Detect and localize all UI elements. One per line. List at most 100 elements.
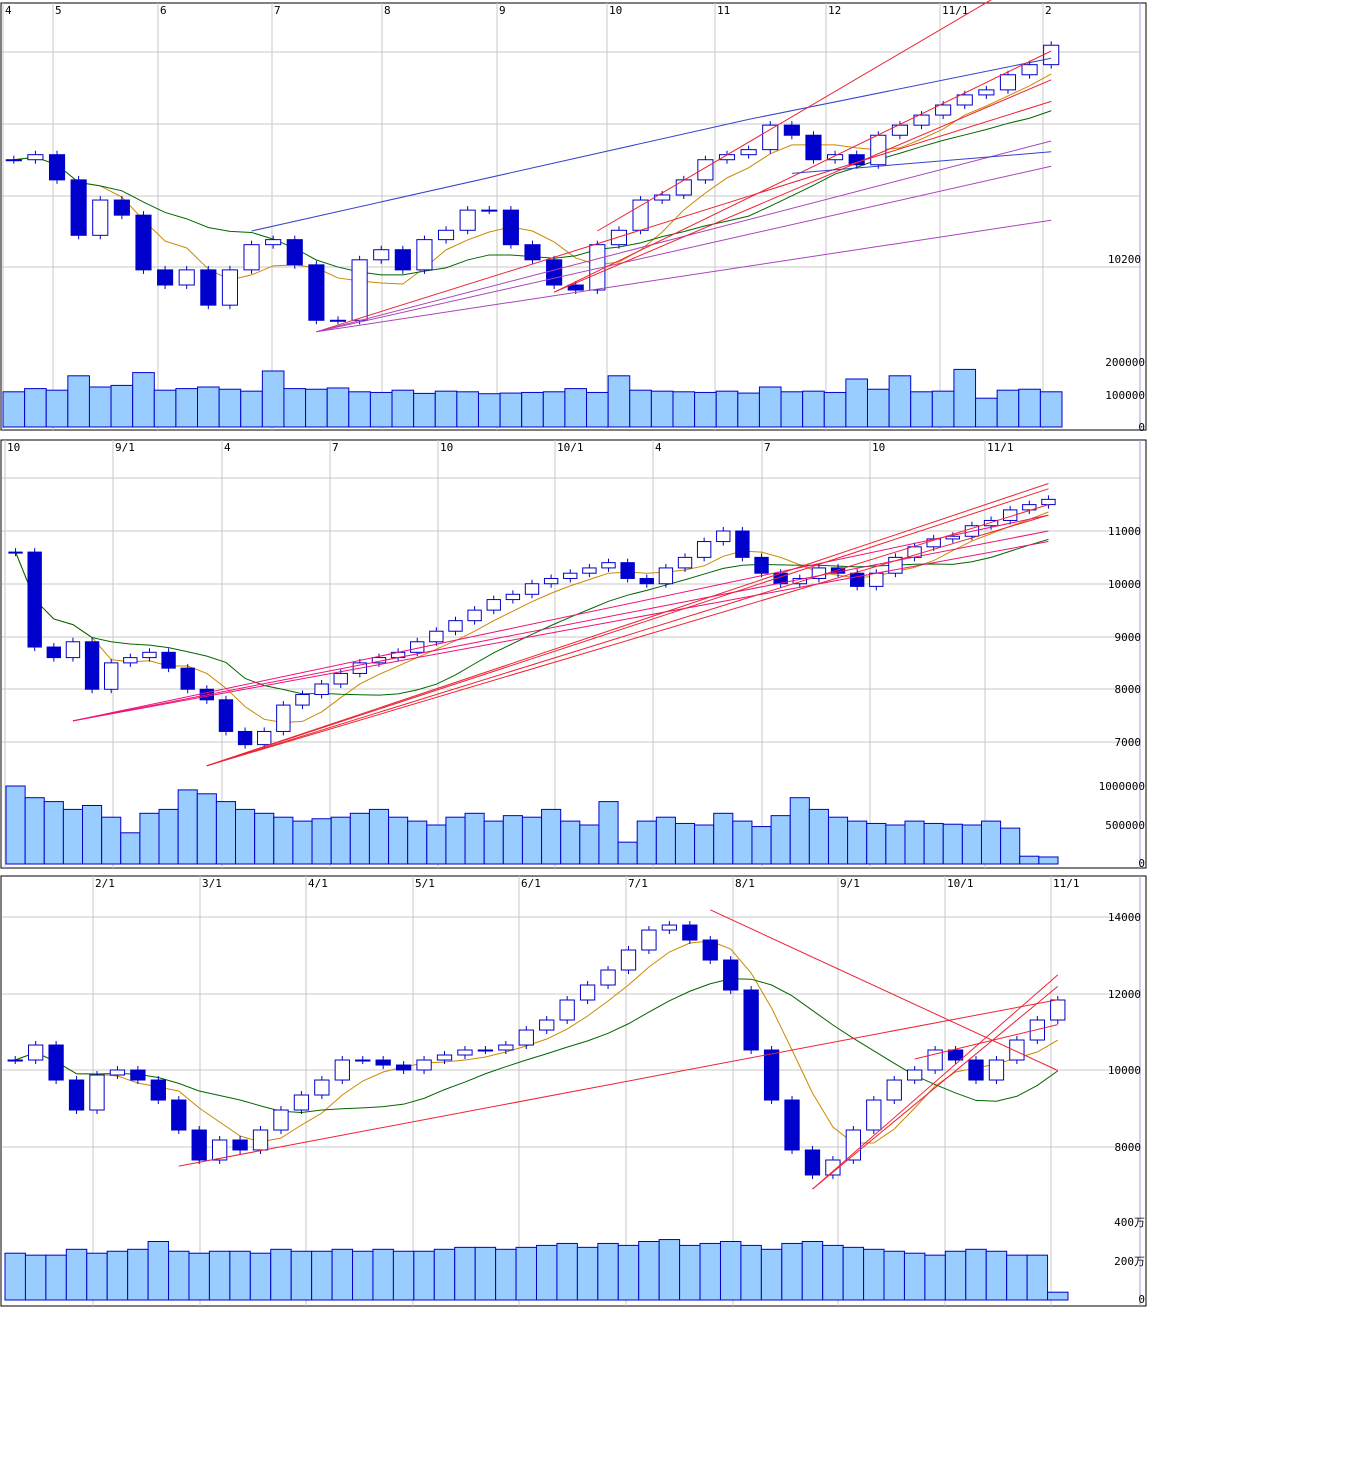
candle-up	[27, 154, 44, 161]
x-tick-label: 7	[332, 441, 339, 454]
candle-down	[947, 1049, 964, 1061]
x-tick-label: 7	[274, 4, 281, 17]
volume-bar	[536, 1244, 558, 1301]
volume-bar	[168, 1250, 190, 1301]
candle-up	[505, 593, 521, 601]
volume-bar	[1000, 827, 1021, 865]
volume-bar	[2, 391, 26, 428]
volume-bar	[235, 808, 256, 865]
volume-bar	[560, 820, 581, 865]
chart-panel-2: 10 9/1 4 7 10 10/1 4 7 10 11/1 11000 10000 9000 8000 7…	[0, 439, 1147, 870]
candle-up	[373, 249, 390, 261]
candle-up	[486, 599, 501, 611]
volume-bar	[564, 388, 588, 428]
candle-up	[600, 969, 616, 986]
trend-line	[553, 50, 1052, 293]
volume-tick-label: 200000	[1105, 356, 1145, 369]
trend-line	[206, 483, 1049, 767]
candle-up	[314, 1079, 330, 1096]
volume-bar	[127, 1248, 149, 1301]
candle-down	[620, 562, 635, 579]
candle-up	[866, 1099, 882, 1131]
volume-bar	[454, 1246, 476, 1301]
candle-up	[221, 269, 238, 306]
volume-bar	[4, 1252, 26, 1301]
volume-bar	[541, 808, 562, 865]
price-tick-label: 10000	[1108, 578, 1141, 591]
candle-up	[459, 209, 476, 231]
candle-up	[252, 1129, 269, 1151]
trend-line	[72, 541, 1049, 722]
candle-up	[696, 541, 712, 558]
candle-up	[295, 694, 310, 706]
candle-down	[157, 269, 174, 286]
volume-bar	[781, 1242, 803, 1301]
candle-down	[567, 284, 584, 291]
volume-bar	[617, 841, 638, 865]
candle-up	[436, 1054, 453, 1061]
candle-up	[675, 179, 692, 196]
volume-bar	[188, 1252, 210, 1301]
volume-bar	[672, 391, 696, 428]
volume-bar	[311, 1250, 333, 1301]
price-tick-label: 10000	[1108, 1064, 1141, 1077]
volume-bar	[1018, 388, 1041, 428]
candle-up	[178, 269, 195, 286]
volume-bar	[45, 1254, 67, 1301]
volume-bar	[521, 816, 543, 865]
volume-bar	[261, 370, 285, 428]
candle-down	[743, 989, 759, 1051]
candle-up	[351, 259, 368, 321]
price-tick-label: 11000	[1108, 525, 1141, 538]
volume-bar	[175, 388, 199, 428]
candle-up	[89, 1074, 105, 1111]
trend-line	[206, 488, 1049, 767]
volume-bar	[311, 818, 332, 865]
moving-average-line	[15, 940, 1059, 1144]
volume-bar	[177, 789, 198, 865]
volume-bar	[43, 801, 64, 865]
x-tick-label: 10/1	[947, 877, 974, 890]
candle-down	[702, 939, 718, 961]
candle-up	[945, 535, 960, 540]
trend-line	[748, 57, 1052, 120]
candle-up	[983, 519, 999, 527]
x-tick-label: 11/1	[942, 4, 969, 17]
volume-bar	[1038, 856, 1059, 865]
volume-bar	[45, 389, 69, 428]
volume-bar	[273, 816, 294, 865]
price-tick-label: 14000	[1108, 911, 1141, 924]
volume-bar	[751, 826, 772, 865]
candle-down	[784, 1099, 800, 1151]
volume-bar	[495, 1248, 517, 1301]
candle-up	[28, 1044, 44, 1061]
candle-up	[481, 209, 498, 212]
candle-up	[886, 1079, 902, 1101]
candle-up	[429, 630, 444, 643]
candle-up	[92, 199, 109, 236]
x-tick-label: 4	[655, 441, 662, 454]
candle-up	[935, 104, 952, 116]
volume-bar	[1026, 1254, 1049, 1301]
volume-bar	[579, 824, 600, 865]
volume-bar	[996, 389, 1020, 428]
volume-bar	[903, 1252, 926, 1301]
volume-bar	[713, 812, 734, 865]
candle-up	[104, 662, 119, 690]
volume-bar	[910, 391, 933, 428]
volume-bar	[636, 820, 657, 865]
candle-down	[849, 572, 865, 587]
candle-up	[437, 229, 455, 241]
x-tick-label: 2	[1045, 4, 1052, 17]
volume-tick-label: 100000	[1105, 389, 1145, 402]
volume-bar	[556, 1242, 578, 1301]
volume-tick-label: 1000000	[1099, 780, 1145, 793]
candle-up	[65, 641, 81, 659]
price-tick-label: 7000	[1115, 736, 1142, 749]
candle-up	[632, 199, 649, 231]
trend-line	[710, 909, 1058, 1071]
candle-down	[804, 1149, 821, 1176]
price-tick-label: 9000	[1115, 631, 1142, 644]
candle-up	[740, 149, 757, 156]
volume-bar	[348, 391, 371, 428]
